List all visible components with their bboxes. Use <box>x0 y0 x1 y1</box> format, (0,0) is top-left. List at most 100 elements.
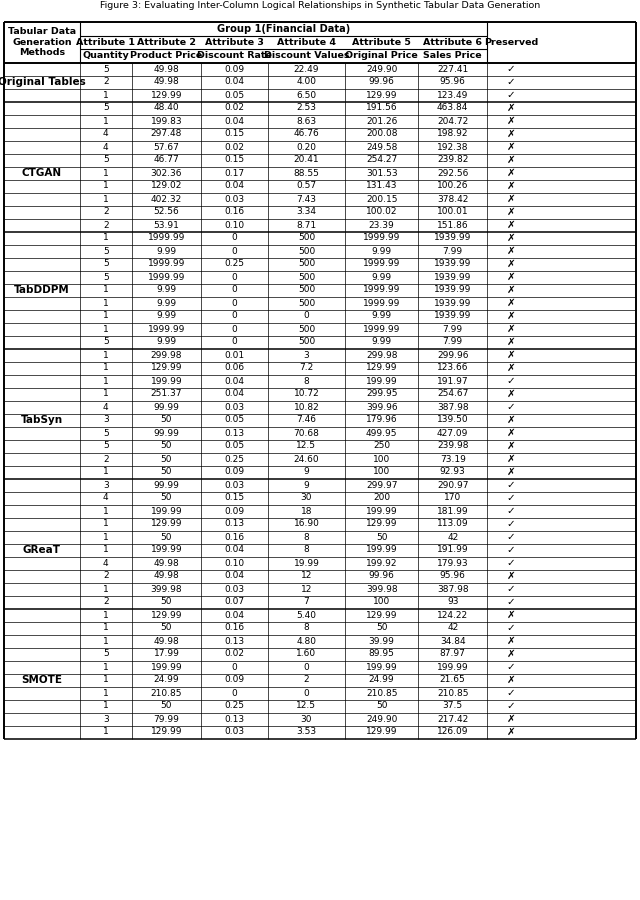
Text: Sales Price: Sales Price <box>424 51 482 60</box>
Text: 52.56: 52.56 <box>154 208 179 217</box>
Text: CTGAN: CTGAN <box>22 168 62 178</box>
Text: 50: 50 <box>161 454 172 464</box>
Text: 124.22: 124.22 <box>437 610 468 619</box>
Text: ✓: ✓ <box>507 64 516 74</box>
Text: 1: 1 <box>103 325 109 334</box>
Text: 0.15: 0.15 <box>224 130 244 139</box>
Text: ✓: ✓ <box>507 519 516 529</box>
Text: 5: 5 <box>103 338 109 346</box>
Text: 299.98: 299.98 <box>366 350 397 359</box>
Text: 0.25: 0.25 <box>225 454 244 464</box>
Text: 0.03: 0.03 <box>224 727 244 736</box>
Text: 500: 500 <box>298 273 315 282</box>
Text: 23.39: 23.39 <box>369 220 394 230</box>
Text: 1939.99: 1939.99 <box>434 273 472 282</box>
Text: 181.99: 181.99 <box>437 507 468 516</box>
Text: 129.99: 129.99 <box>150 519 182 528</box>
Text: 0.02: 0.02 <box>225 142 244 151</box>
Text: 126.09: 126.09 <box>437 727 468 736</box>
Text: 500: 500 <box>298 259 315 268</box>
Text: 88.55: 88.55 <box>294 168 319 177</box>
Text: 8.63: 8.63 <box>296 116 316 125</box>
Text: 9.99: 9.99 <box>156 338 177 346</box>
Text: 500: 500 <box>298 338 315 346</box>
Text: ✗: ✗ <box>507 220 516 230</box>
Text: 99.99: 99.99 <box>154 481 179 490</box>
Text: 239.98: 239.98 <box>437 442 468 451</box>
Text: 0.09: 0.09 <box>224 65 244 74</box>
Text: 8: 8 <box>303 624 309 633</box>
Text: 500: 500 <box>298 233 315 242</box>
Text: 123.49: 123.49 <box>437 91 468 100</box>
Text: 1: 1 <box>103 636 109 645</box>
Text: 199.99: 199.99 <box>150 662 182 671</box>
Text: 50: 50 <box>376 624 387 633</box>
Text: 5: 5 <box>103 65 109 74</box>
Text: 4: 4 <box>103 402 109 411</box>
Text: ✗: ✗ <box>507 467 516 477</box>
Text: 1: 1 <box>103 168 109 177</box>
Text: 100.01: 100.01 <box>437 208 468 217</box>
Text: 3: 3 <box>103 481 109 490</box>
Text: 129.99: 129.99 <box>366 91 397 100</box>
Text: 191.97: 191.97 <box>437 376 468 385</box>
Text: 1939.99: 1939.99 <box>434 233 472 242</box>
Text: 199.99: 199.99 <box>150 545 182 554</box>
Text: 42: 42 <box>447 533 458 542</box>
Text: 378.42: 378.42 <box>437 194 468 203</box>
Text: 2: 2 <box>103 220 109 230</box>
Text: 0.06: 0.06 <box>224 364 244 373</box>
Text: 151.86: 151.86 <box>437 220 468 230</box>
Text: 254.27: 254.27 <box>366 156 397 165</box>
Text: ✗: ✗ <box>507 714 516 724</box>
Text: 200: 200 <box>373 493 390 502</box>
Text: 399.98: 399.98 <box>150 584 182 593</box>
Text: 299.96: 299.96 <box>437 350 468 359</box>
Text: 1: 1 <box>103 662 109 671</box>
Text: 34.84: 34.84 <box>440 636 465 645</box>
Text: 2: 2 <box>103 572 109 580</box>
Text: 100: 100 <box>373 454 390 464</box>
Text: Quantity: Quantity <box>83 51 129 60</box>
Text: 0: 0 <box>232 662 237 671</box>
Text: 16.90: 16.90 <box>294 519 319 528</box>
Text: 50: 50 <box>161 624 172 633</box>
Text: ✗: ✗ <box>507 285 516 295</box>
Text: 250: 250 <box>373 442 390 451</box>
Text: 49.98: 49.98 <box>154 559 179 568</box>
Text: 10.72: 10.72 <box>294 390 319 399</box>
Text: 1: 1 <box>103 467 109 476</box>
Text: 49.98: 49.98 <box>154 636 179 645</box>
Text: 129.99: 129.99 <box>150 727 182 736</box>
Text: 0.04: 0.04 <box>225 610 244 619</box>
Text: 9.99: 9.99 <box>372 338 392 346</box>
Text: 2: 2 <box>103 77 109 86</box>
Text: 99.96: 99.96 <box>369 77 394 86</box>
Text: 50: 50 <box>161 416 172 425</box>
Text: 12.5: 12.5 <box>296 442 316 451</box>
Text: Discount Values: Discount Values <box>264 51 349 60</box>
Text: 299.95: 299.95 <box>366 390 397 399</box>
Text: 0.05: 0.05 <box>224 91 244 100</box>
Text: 1: 1 <box>103 727 109 736</box>
Text: 199.92: 199.92 <box>366 559 397 568</box>
Text: ✓: ✓ <box>507 662 516 672</box>
Text: 4.00: 4.00 <box>296 77 316 86</box>
Text: 5: 5 <box>103 259 109 268</box>
Text: ✗: ✗ <box>507 155 516 165</box>
Text: Preserved: Preserved <box>484 38 538 47</box>
Text: ✗: ✗ <box>507 441 516 451</box>
Text: ✗: ✗ <box>507 116 516 126</box>
Text: 1: 1 <box>103 688 109 698</box>
Text: 7.99: 7.99 <box>443 247 463 256</box>
Text: Group 1(Financial Data): Group 1(Financial Data) <box>217 23 350 33</box>
Text: 0.25: 0.25 <box>225 259 244 268</box>
Text: 50: 50 <box>161 467 172 476</box>
Text: 131.43: 131.43 <box>366 182 397 191</box>
Text: 7.99: 7.99 <box>443 325 463 334</box>
Text: 46.77: 46.77 <box>154 156 179 165</box>
Text: Attribute 2: Attribute 2 <box>137 38 196 47</box>
Text: 3: 3 <box>103 715 109 724</box>
Text: TabSyn: TabSyn <box>21 415 63 425</box>
Text: 9.99: 9.99 <box>156 311 177 320</box>
